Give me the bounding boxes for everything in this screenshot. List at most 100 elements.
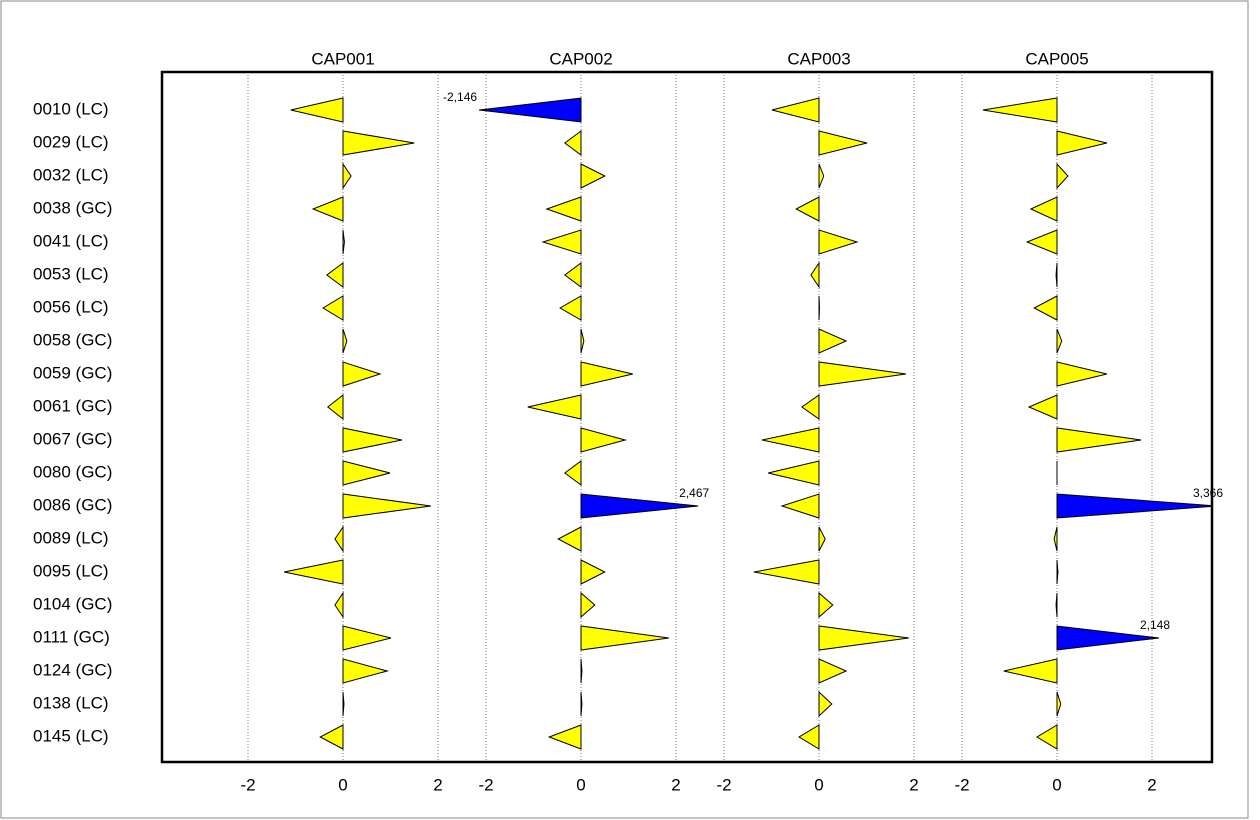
triangle-bar: [1055, 262, 1058, 288]
triangle-bar: [771, 97, 820, 123]
category-label: 0111 (GC): [33, 627, 110, 646]
plot-box: [160, 70, 1214, 764]
triangle-bar: [798, 724, 820, 750]
triangle-bar: [818, 690, 833, 718]
triangle-bar: [753, 559, 820, 585]
category-label: 0061 (GC): [33, 396, 112, 415]
triangle-bar: [818, 328, 848, 354]
triangle-bar: [342, 361, 382, 387]
triangle-bar: [818, 591, 834, 619]
category-label: 0080 (GC): [33, 462, 112, 481]
panel-title: CAP003: [787, 49, 850, 68]
triangle-bar: [1027, 394, 1058, 420]
triangle-bar: [342, 460, 391, 486]
triangle-bar: [818, 625, 909, 651]
panel-marks: [753, 97, 909, 750]
category-label: 0041 (LC): [33, 231, 109, 250]
triangle-bar: [1056, 328, 1063, 354]
triangle-bar: [342, 691, 345, 717]
category-label: 0056 (LC): [33, 297, 109, 316]
triangle-bar: [1003, 658, 1058, 684]
triangle-bar: [580, 361, 633, 387]
triangle-bar: [1056, 493, 1212, 519]
category-label: 0067 (GC): [33, 429, 112, 448]
triangle-bar: [342, 625, 392, 651]
x-tick-label: 2: [1147, 775, 1156, 794]
x-tick-label: -2: [716, 775, 731, 794]
marks: [284, 97, 1212, 750]
x-tick-label: -2: [478, 775, 493, 794]
triangle-bar: [1056, 559, 1059, 585]
x-tick-label: 0: [338, 775, 347, 794]
triangle-bar: [284, 559, 344, 585]
category-label: 0059 (GC): [33, 363, 112, 382]
triangle-bar: [818, 526, 826, 552]
triangle-bar: [818, 163, 825, 189]
value-label: 3,366: [1193, 486, 1223, 500]
triangle-bar: [342, 162, 352, 190]
triangle-bar: [319, 724, 344, 750]
triangle-bar: [818, 229, 859, 255]
x-tick-label: 0: [1052, 775, 1061, 794]
triangle-bar: [982, 97, 1058, 123]
triangle-bar: [290, 97, 344, 123]
triangle-bar: [801, 394, 820, 420]
triangle-bar: [780, 493, 820, 519]
triangle-bar: [326, 393, 344, 421]
triangle-bar: [547, 724, 582, 750]
triangle-bar: [795, 196, 820, 222]
category-label: 0029 (LC): [33, 132, 109, 151]
triangle-bar: [342, 493, 431, 519]
triangle-bar: [1056, 130, 1107, 156]
triangle-bar: [580, 591, 596, 619]
triangle-bar: [1056, 691, 1062, 717]
panel-marks: [479, 97, 699, 750]
triangle-bar: [559, 295, 582, 321]
triangle-bar: [541, 229, 582, 255]
triangle-bar: [818, 658, 848, 684]
x-tick-label: 0: [576, 775, 585, 794]
triangle-bar: [557, 526, 582, 552]
category-label: 0104 (GC): [33, 594, 112, 613]
value-label: 2,467: [679, 486, 709, 500]
panel-title: CAP005: [1025, 49, 1088, 68]
triangle-bar: [1055, 592, 1058, 618]
category-label: 0145 (LC): [33, 726, 109, 745]
triangle-bar: [527, 394, 582, 420]
triangle-bar: [342, 427, 402, 453]
triangle-bar: [1029, 196, 1058, 222]
triangle-bar: [564, 130, 582, 156]
triangle-bar: [334, 525, 344, 553]
triangle-bar: [1036, 724, 1058, 750]
category-label: 0124 (GC): [33, 660, 112, 679]
category-label: 0010 (LC): [33, 99, 109, 118]
triangle-bar: [818, 130, 868, 156]
triangle-bar: [810, 261, 820, 289]
triangle-bar: [580, 625, 669, 651]
triangle-bar: [580, 658, 583, 684]
triangle-bar: [479, 97, 582, 123]
x-tick-label: 2: [433, 775, 442, 794]
triangle-bar: [1025, 229, 1058, 255]
panel-marks: [284, 97, 431, 750]
triangle-bar: [1033, 295, 1058, 321]
category-label: 0095 (LC): [33, 561, 109, 580]
triangle-bar: [580, 427, 628, 453]
triangle-bar: [580, 163, 606, 189]
triangle-bar: [580, 559, 606, 585]
category-label: 0086 (GC): [33, 495, 112, 514]
triangle-bar: [564, 262, 582, 288]
triangle-bar: [564, 460, 582, 486]
triangle-bar: [1056, 625, 1160, 651]
category-label: 0138 (LC): [33, 693, 109, 712]
category-label: 0038 (GC): [33, 198, 112, 217]
triangle-bar: [342, 328, 348, 354]
x-tick-label: -2: [954, 775, 969, 794]
x-tick-label: 0: [814, 775, 823, 794]
category-label: 0089 (LC): [33, 528, 109, 547]
triangle-bar: [326, 262, 344, 288]
category-label: 0058 (GC): [33, 330, 112, 349]
x-tick-label: 2: [909, 775, 918, 794]
value-label: -2,146: [443, 90, 477, 104]
